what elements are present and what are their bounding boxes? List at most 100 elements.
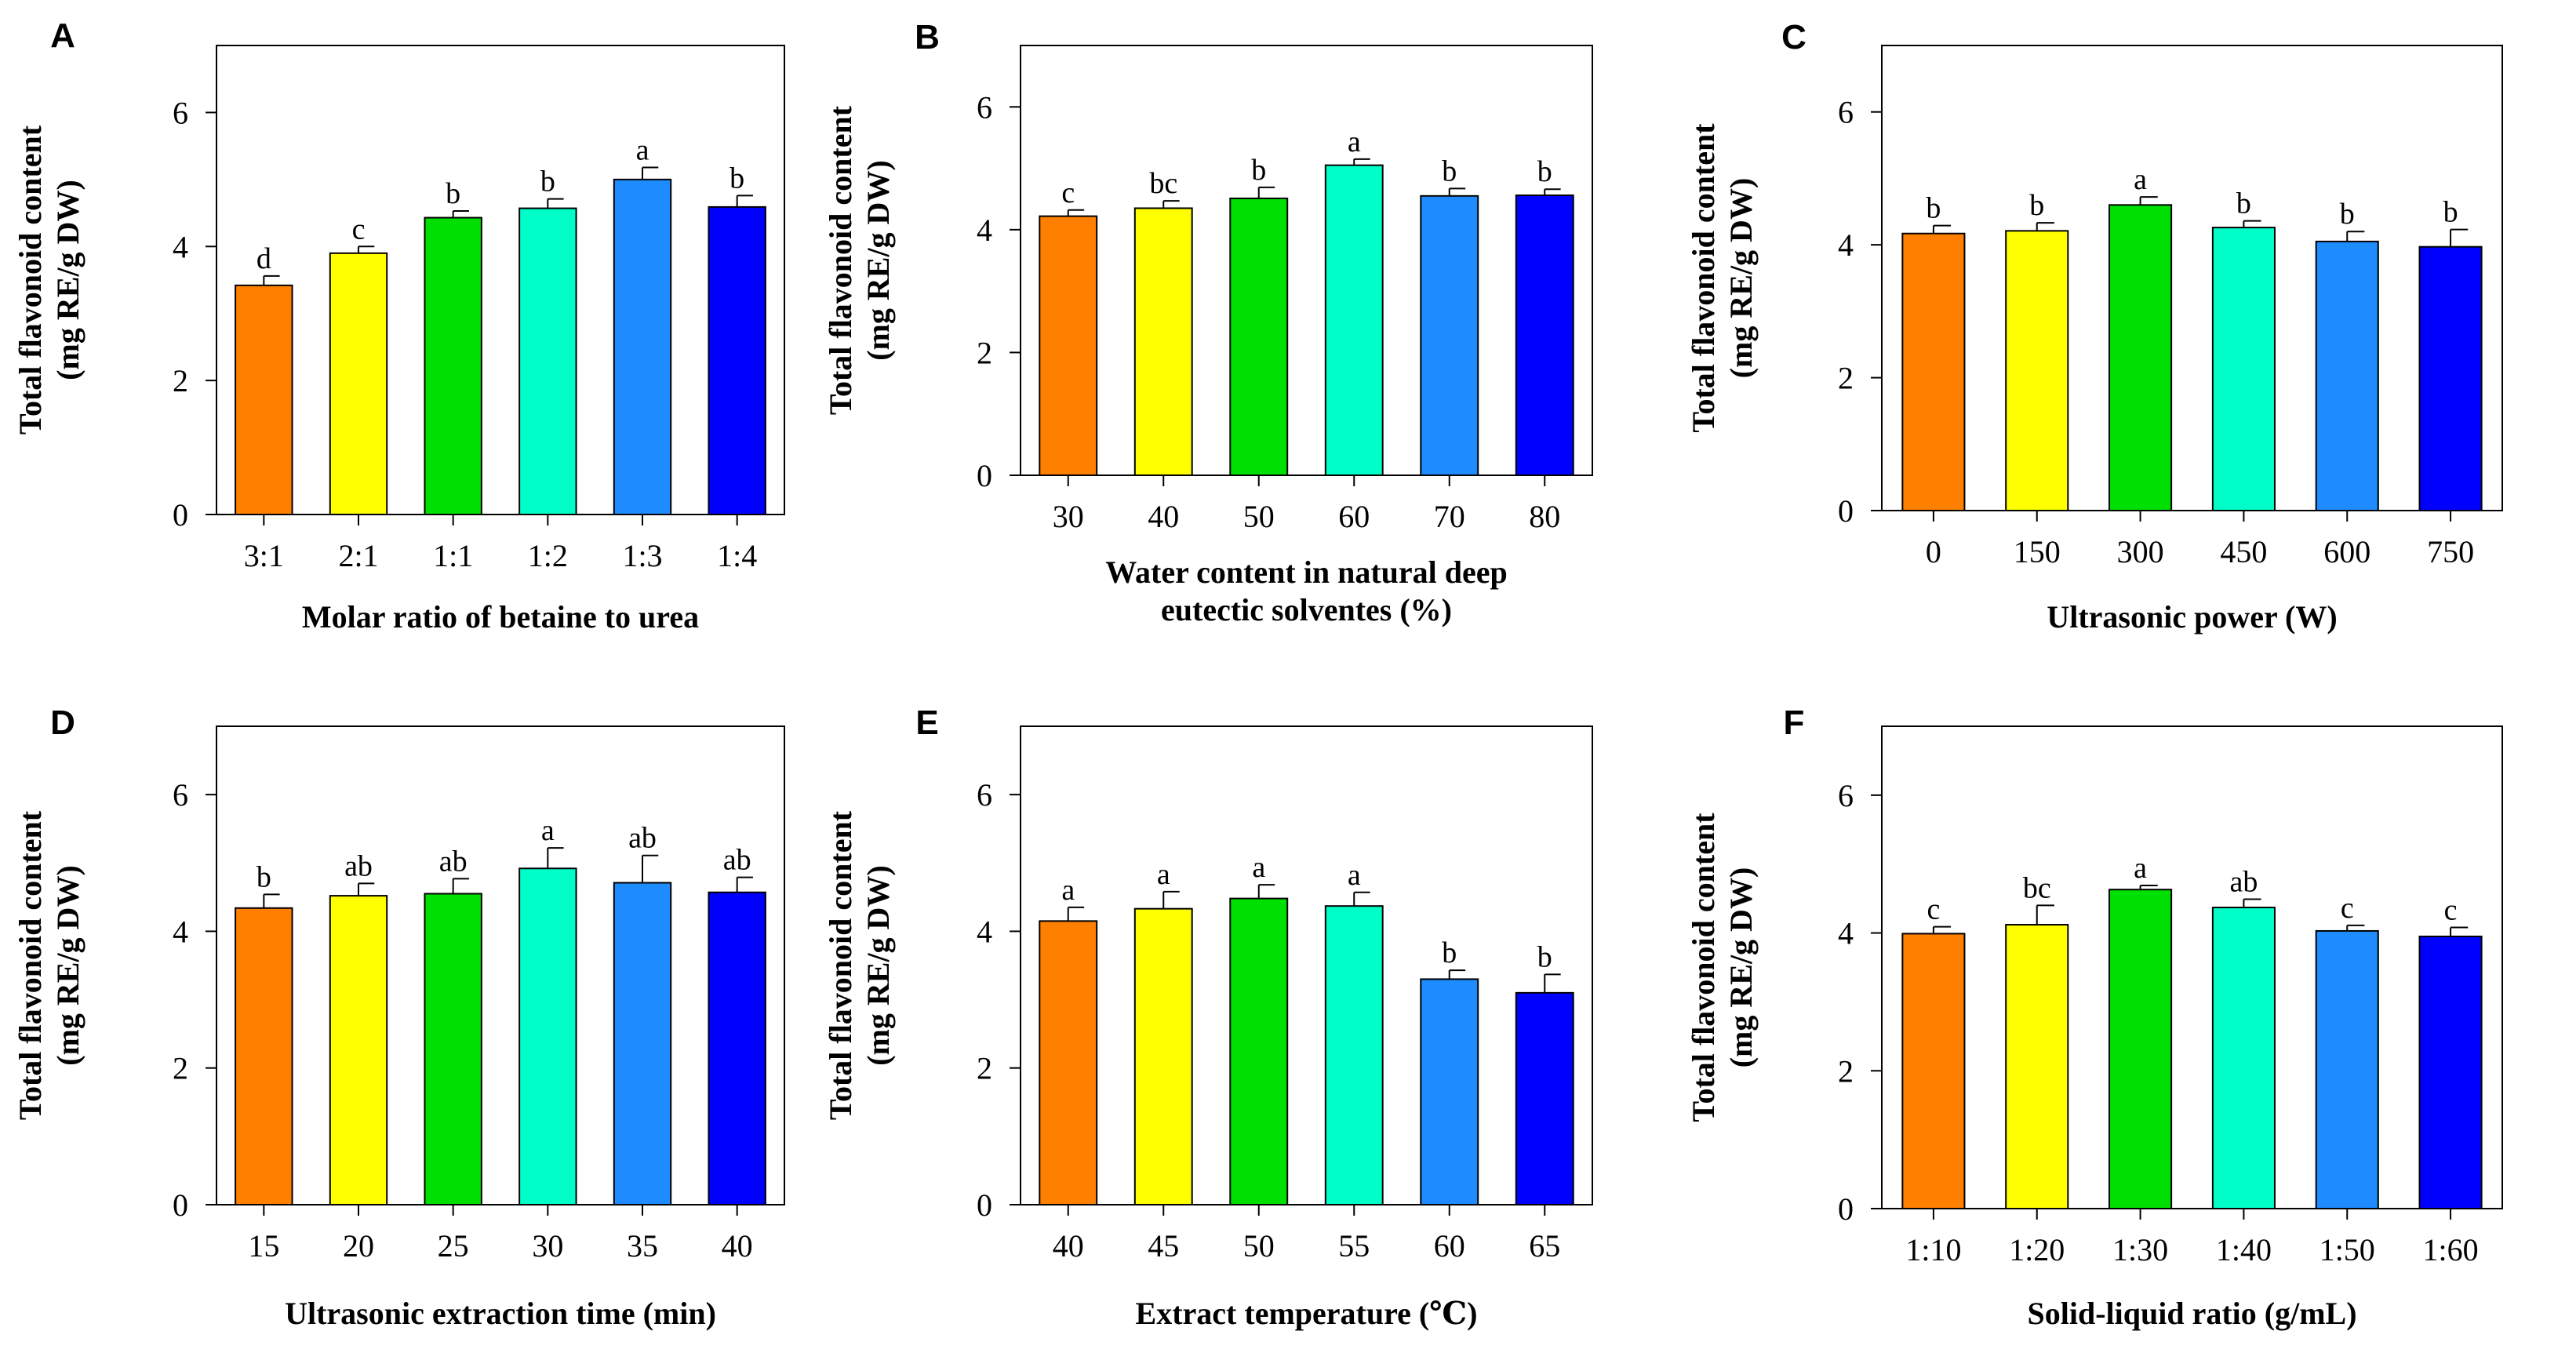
panel-label-a: A <box>50 16 75 55</box>
y-tick-label-b-3: 6 <box>977 89 992 125</box>
significance-label-c-1: b <box>2029 189 2044 222</box>
significance-label-e-2: a <box>1252 851 1265 884</box>
y-axis-label-c-line2: (mg RE/g DW) <box>1723 178 1759 379</box>
bar-f-1 <box>2005 924 2069 1209</box>
significance-label-e-3: a <box>1348 859 1361 892</box>
plot-frame-f <box>1881 725 2503 1209</box>
significance-label-c-0: b <box>1926 192 1941 225</box>
x-tick-label-e-5: 65 <box>1529 1228 1560 1264</box>
panel-label-e: E <box>915 704 938 742</box>
x-tick-label-b-0: 30 <box>1053 499 1084 534</box>
significance-label-d-0: b <box>257 860 271 893</box>
bar-a-3 <box>518 207 577 515</box>
bar-b-1 <box>1133 207 1193 476</box>
x-tick-label-c-0: 0 <box>1926 534 1941 569</box>
bar-d-1 <box>329 895 388 1205</box>
panel-f: F 0 2 4 6 c 1:10 bc 1:20 a 1:30 ab 1:40 c 1:50 c 1:60 Sol… <box>1686 704 2503 1331</box>
bar-d-2 <box>424 893 482 1205</box>
y-tick-label-d-0: 0 <box>173 1187 188 1223</box>
plot-frame-d <box>216 725 785 1205</box>
x-tick-label-b-2: 50 <box>1243 499 1275 534</box>
panel-label-c: C <box>1781 18 1806 56</box>
y-axis-label-f-line1: Total flavonoid content <box>1686 813 1721 1122</box>
plot-frame-b <box>1020 45 1593 476</box>
y-tick-label-f-2: 4 <box>1838 916 1854 951</box>
x-tick-label-a-1: 2:1 <box>338 538 378 573</box>
x-tick-label-b-5: 80 <box>1529 499 1560 534</box>
y-tick-label-e-3: 6 <box>977 777 992 813</box>
significance-label-f-2: a <box>2134 852 2147 885</box>
bar-c-4 <box>2315 240 2379 511</box>
x-tick-label-a-2: 1:1 <box>433 538 473 573</box>
significance-label-e-4: b <box>1442 936 1457 969</box>
significance-label-e-5: b <box>1537 940 1552 973</box>
y-tick-label-c-0: 0 <box>1838 493 1854 529</box>
y-axis-label-b-line1: Total flavonoid content <box>823 105 858 415</box>
significance-label-a-0: d <box>257 242 271 275</box>
significance-label-f-3: ab <box>2229 866 2258 899</box>
bar-c-3 <box>2211 227 2276 511</box>
y-tick-label-e-2: 4 <box>977 914 992 949</box>
y-axis-label-f-line2: (mg RE/g DW) <box>1723 867 1759 1068</box>
y-tick-label-b-2: 4 <box>977 213 992 248</box>
significance-label-b-0: c <box>1061 176 1075 209</box>
y-tick-label-a-3: 6 <box>173 95 188 130</box>
y-axis-label-d-line1: Total flavonoid content <box>13 810 48 1120</box>
bar-a-0 <box>235 284 293 515</box>
panel-label-b: B <box>915 18 940 56</box>
bar-f-2 <box>2108 889 2173 1209</box>
bar-e-3 <box>1324 905 1384 1205</box>
x-tick-label-e-2: 50 <box>1243 1228 1275 1264</box>
significance-label-b-1: bc <box>1149 167 1177 200</box>
bar-c-2 <box>2108 204 2173 511</box>
y-tick-label-d-1: 2 <box>173 1051 188 1086</box>
x-tick-label-e-3: 55 <box>1338 1228 1370 1264</box>
significance-label-b-4: b <box>1442 155 1457 187</box>
significance-label-a-5: b <box>730 162 744 195</box>
significance-label-a-2: b <box>446 177 460 210</box>
significance-label-d-5: ab <box>723 844 751 877</box>
x-axis-label-f: Solid-liquid ratio (g/mL) <box>2027 1296 2356 1331</box>
bar-f-5 <box>2418 935 2483 1209</box>
y-tick-label-f-1: 2 <box>1838 1053 1854 1089</box>
plot-frame-a <box>216 45 785 515</box>
x-tick-label-f-2: 1:30 <box>2112 1232 2168 1267</box>
x-tick-label-d-5: 40 <box>722 1228 753 1264</box>
x-tick-label-f-3: 1:40 <box>2216 1232 2272 1267</box>
x-axis-label-e: Extract temperature (℃) <box>1136 1296 1478 1331</box>
x-tick-label-c-3: 450 <box>2220 534 2267 569</box>
significance-label-a-3: b <box>540 165 555 198</box>
y-tick-label-d-3: 6 <box>173 777 188 813</box>
x-tick-label-c-5: 750 <box>2427 534 2474 569</box>
bar-f-4 <box>2315 929 2379 1209</box>
y-axis-label-a-line2: (mg RE/g DW) <box>50 180 86 380</box>
significance-label-d-2: ab <box>439 845 468 878</box>
bar-a-5 <box>708 205 766 515</box>
significance-label-f-0: c <box>1927 893 1940 926</box>
y-tick-label-f-3: 6 <box>1838 778 1854 813</box>
plot-frame-c <box>1881 45 2503 511</box>
significance-label-b-2: b <box>1251 154 1266 187</box>
bar-e-0 <box>1039 920 1098 1206</box>
plot-frame-e <box>1020 725 1593 1205</box>
bar-e-1 <box>1133 907 1193 1205</box>
y-tick-label-e-0: 0 <box>977 1187 992 1223</box>
significance-label-a-1: c <box>352 213 366 245</box>
x-tick-label-c-2: 300 <box>2117 534 2164 569</box>
y-tick-label-b-0: 0 <box>977 458 992 493</box>
x-tick-label-b-4: 70 <box>1434 499 1465 534</box>
significance-label-c-2: a <box>2134 163 2147 196</box>
x-tick-label-d-1: 20 <box>343 1228 374 1264</box>
y-tick-label-d-2: 4 <box>173 914 188 949</box>
x-tick-label-d-2: 25 <box>438 1228 469 1264</box>
significance-label-e-1: a <box>1157 858 1170 891</box>
significance-label-f-4: c <box>2341 892 2354 925</box>
bar-b-4 <box>1420 195 1479 477</box>
x-tick-label-f-5: 1:60 <box>2423 1232 2479 1267</box>
bar-b-3 <box>1324 164 1384 477</box>
panel-c: C 0 2 4 6 b 0 b 150 a 300 b 450 b 600 b 750 Ultrasonic po… <box>1686 18 2503 635</box>
significance-label-e-0: a <box>1061 874 1075 907</box>
x-tick-label-f-1: 1:20 <box>2009 1232 2065 1267</box>
